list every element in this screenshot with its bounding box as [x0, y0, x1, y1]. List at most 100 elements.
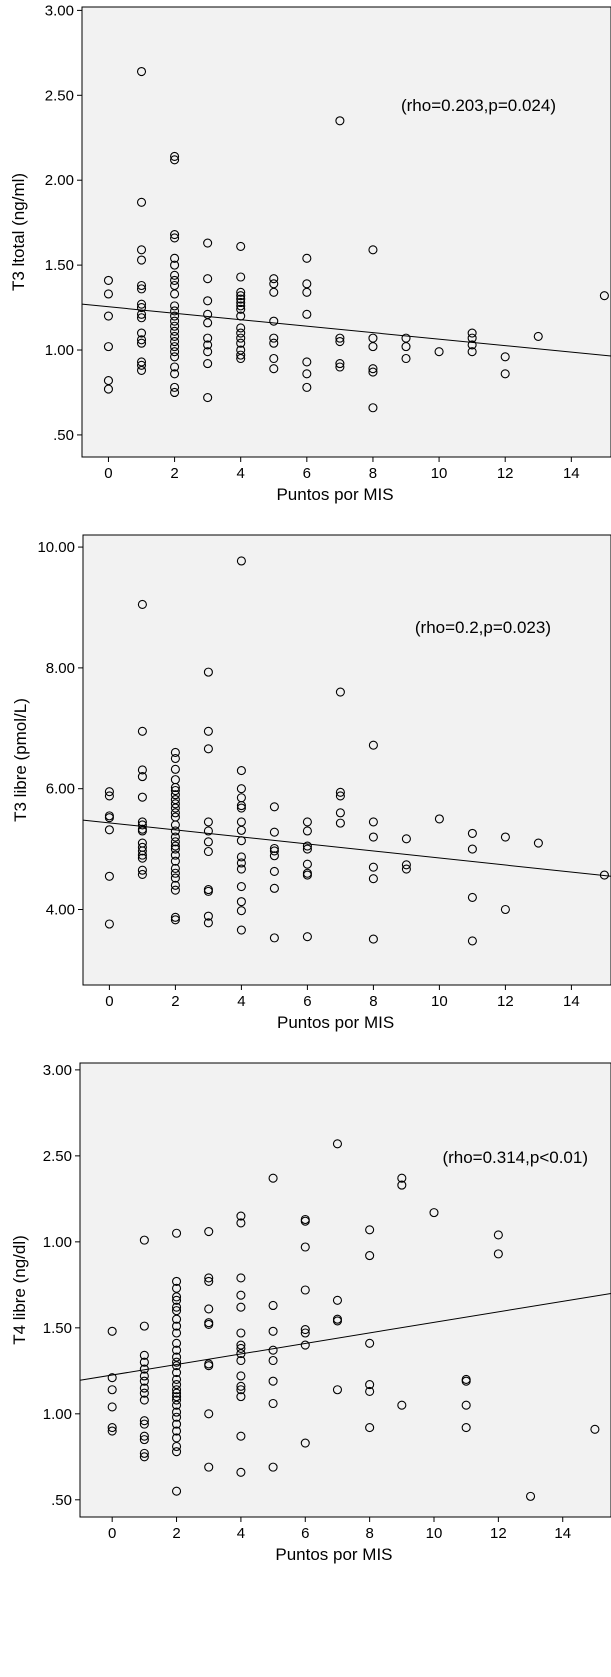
data-point [302, 253, 312, 263]
data-point [268, 1173, 278, 1183]
data-point [171, 1292, 182, 1302]
data-point [170, 837, 180, 847]
data-point [302, 309, 312, 319]
data-point [170, 832, 180, 842]
data-point [268, 1345, 278, 1355]
data-point [170, 803, 180, 813]
y-tick-label: 1.00 [45, 342, 74, 359]
data-point [269, 883, 279, 893]
data-point [467, 844, 477, 854]
data-point [203, 296, 213, 306]
data-point [368, 874, 378, 884]
data-point [236, 1290, 246, 1300]
data-point [269, 338, 279, 348]
y-tick-label: 6.00 [46, 781, 75, 798]
data-point [368, 403, 378, 413]
y-tick-label: 2.00 [45, 172, 74, 189]
data-point [136, 255, 147, 265]
data-point [300, 1216, 310, 1226]
data-point [136, 313, 147, 323]
data-point [170, 826, 180, 836]
data-point [236, 1467, 246, 1477]
data-point [533, 838, 543, 848]
x-tick-label: 4 [237, 993, 245, 1010]
data-point [335, 687, 345, 697]
data-point [139, 1376, 149, 1386]
data-point [139, 1235, 149, 1245]
data-point [236, 241, 246, 251]
data-point [171, 1419, 182, 1429]
data-point [300, 1242, 310, 1252]
data-point [139, 1383, 149, 1393]
data-point [236, 1381, 246, 1391]
data-point [204, 1226, 214, 1237]
data-point [136, 328, 147, 338]
data-point [203, 886, 213, 896]
y-tick-label: 4.00 [46, 901, 75, 918]
data-point [203, 238, 213, 248]
data-point [171, 1276, 182, 1286]
data-point [170, 155, 180, 165]
data-point [171, 1412, 182, 1422]
data-point [136, 338, 147, 348]
data-point [429, 1208, 439, 1218]
data-point [302, 817, 312, 827]
data-point [236, 1211, 246, 1221]
data-point [170, 275, 180, 285]
data-point [269, 933, 279, 943]
regression-line [81, 303, 611, 357]
data-point [171, 1395, 182, 1405]
data-point [590, 1424, 600, 1434]
data-point [170, 289, 180, 299]
data-point [107, 1385, 117, 1395]
x-tick-label: 10 [426, 1525, 443, 1542]
data-point [236, 1218, 246, 1228]
data-point [269, 851, 279, 861]
data-point [397, 1180, 407, 1190]
data-point [236, 291, 246, 301]
data-point [236, 1371, 246, 1381]
data-point [137, 850, 147, 860]
data-point [401, 860, 411, 870]
data-point [203, 393, 213, 403]
data-point [302, 841, 312, 851]
data-point [302, 826, 312, 836]
x-tick-label: 10 [431, 993, 448, 1010]
data-point [137, 846, 147, 856]
data-point [236, 864, 246, 874]
data-point [365, 1423, 375, 1433]
data-point [137, 792, 147, 802]
data-point [302, 859, 312, 869]
data-point [269, 333, 279, 343]
data-point [170, 301, 180, 311]
x-tick-label: 0 [104, 465, 112, 482]
data-point [170, 785, 180, 796]
data-point [170, 229, 180, 240]
data-point [170, 885, 180, 895]
data-point [269, 866, 279, 876]
correlation-annotation: (rho=0.203,p=0.024) [401, 96, 556, 115]
data-point [269, 827, 279, 837]
data-point [139, 1357, 149, 1367]
data-point [136, 365, 147, 375]
data-point [236, 803, 246, 813]
data-point [170, 915, 180, 925]
data-point [104, 791, 114, 801]
x-tick-label: 2 [171, 993, 179, 1010]
data-point [268, 1376, 278, 1386]
data-point [401, 342, 411, 352]
data-point [368, 245, 378, 255]
data-point [170, 868, 180, 878]
data-point [137, 599, 147, 610]
data-point [171, 1441, 182, 1452]
data-point [269, 802, 279, 812]
data-point [203, 347, 213, 357]
y-tick-label: 1.50 [43, 1320, 72, 1337]
data-point [139, 1395, 149, 1405]
x-axis-title: Puntos por MIS [277, 1013, 394, 1032]
data-point [170, 362, 180, 372]
data-point [136, 284, 147, 294]
data-point [236, 1328, 246, 1338]
data-point [104, 787, 114, 797]
